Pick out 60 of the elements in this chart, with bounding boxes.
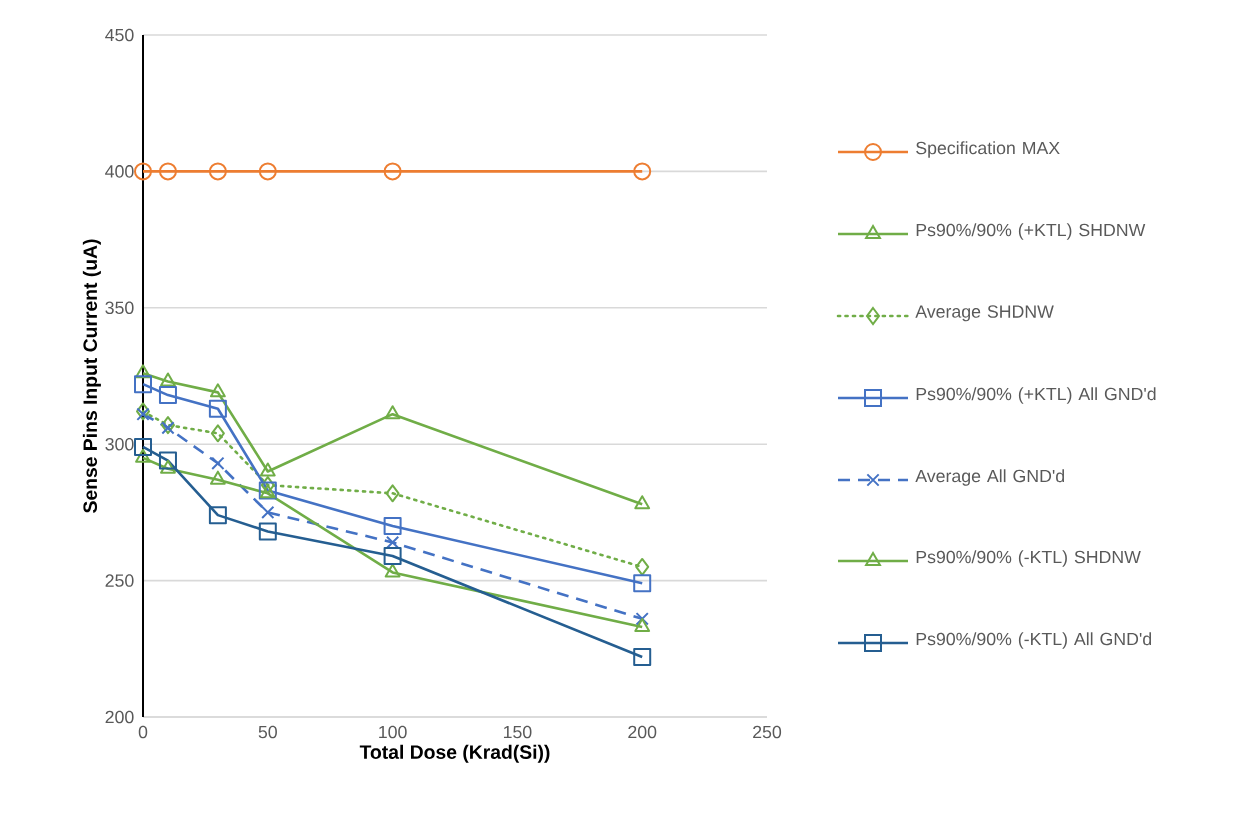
point (634, 495, 651, 510)
point (211, 456, 225, 470)
x-tick-label: 250 (753, 725, 782, 739)
point (208, 399, 227, 418)
x-axis-title: Total Dose (Krad(Si)) (359, 744, 550, 763)
point (260, 476, 275, 495)
point (383, 162, 402, 181)
point (209, 470, 226, 485)
legend-label: Average SHDNW (915, 305, 1054, 322)
point (160, 416, 175, 435)
point (160, 372, 176, 387)
y-tick-label: 450 (105, 28, 134, 42)
x-tick-label: 0 (138, 725, 148, 739)
legend-label: Ps90%/90% (-KTL) All GND'd (916, 632, 1152, 649)
point (261, 505, 275, 520)
point (258, 162, 277, 181)
point (134, 375, 152, 394)
y-tick-label: 300 (105, 437, 134, 451)
point (635, 557, 650, 576)
y-tick-label: 350 (105, 301, 134, 315)
point (383, 547, 402, 566)
point (259, 462, 276, 477)
legend-label: Average All GND'd (915, 469, 1065, 486)
y-tick-label: 200 (105, 710, 134, 724)
point (383, 517, 402, 536)
point (158, 162, 177, 181)
point (384, 563, 401, 578)
point (635, 612, 649, 626)
point (161, 421, 175, 435)
legend-label: Specification MAX (916, 141, 1060, 158)
point (633, 574, 652, 593)
point (160, 459, 176, 474)
x-tick-label: 100 (379, 725, 407, 739)
point (384, 405, 401, 420)
point (209, 383, 226, 398)
point (134, 437, 152, 456)
point (208, 506, 227, 525)
legend-label: Ps90%/90% (-KTL) SHDNW (916, 550, 1141, 567)
point (385, 484, 400, 503)
point (158, 386, 177, 405)
point (134, 162, 152, 181)
x-tick-label: 50 (258, 725, 277, 739)
x-tick-label: 150 (503, 725, 532, 739)
point (633, 162, 652, 181)
y-axis-title: Sense Pins Input Current (uA) (82, 239, 101, 513)
point (208, 162, 227, 181)
point (136, 402, 150, 421)
point (158, 451, 177, 470)
point (210, 424, 225, 443)
point (135, 364, 151, 379)
point (135, 448, 151, 463)
legend-label: Ps90%/90% (+KTL) SHDNW (916, 223, 1146, 240)
point (136, 407, 150, 421)
point (634, 617, 651, 632)
point (258, 522, 277, 541)
x-tick-label: 200 (628, 725, 657, 739)
point (633, 647, 652, 666)
y-tick-label: 400 (105, 165, 134, 178)
y-tick-label: 250 (105, 574, 134, 587)
legend-label: Ps90%/90% (+KTL) All GND'd (916, 387, 1156, 404)
